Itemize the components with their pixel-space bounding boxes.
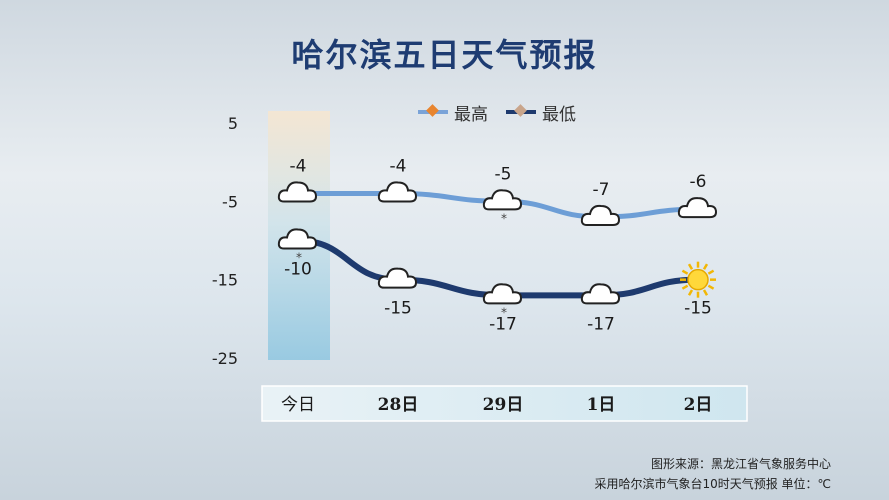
low-temp-point: *-10 [277,228,318,280]
legend-label-high: 最高 [454,104,488,125]
low-temp-point: *-17 [482,283,523,334]
data-label: -7 [593,180,610,200]
data-label: -10 [284,260,312,280]
svg-text:*: * [501,211,507,225]
cloud-icon [580,283,621,305]
data-label: -4 [290,157,307,177]
sun-icon [680,261,716,298]
high-temp-point: -4 [277,157,318,203]
x-tick-label: 1日 [587,395,616,415]
cloud-icon [580,204,621,226]
svg-text:*: * [501,305,507,319]
x-tick-label: 28日 [378,395,419,415]
data-label: -15 [384,299,412,319]
high-temp-point: -7 [580,180,621,226]
legend-label-low: 最低 [542,104,576,125]
cloud-snow-icon: * [482,189,523,225]
legend-item-high: 最高 [418,100,488,125]
cloud-icon [377,181,418,203]
chart-title: 哈尔滨五日天气预报 [291,36,598,74]
y-tick-label: -5 [222,192,238,211]
cloud-icon [377,267,418,289]
data-label: -4 [390,157,407,177]
data-label: -17 [587,314,615,334]
y-tick-label: 5 [228,114,238,133]
low-temp-point: -15 [680,261,716,319]
low-temp-point: -17 [580,283,621,334]
note-text: 采用哈尔滨市气象台10时天气预报 单位：℃ [594,477,831,491]
cloud-snow-icon: * [277,228,318,265]
source-text: 图形来源：黑龙江省气象服务中心 [650,457,831,471]
y-tick-label: -25 [212,349,238,368]
x-tick-label: 2日 [684,395,713,415]
data-label: -5 [495,164,512,184]
x-tick-label: 29日 [483,395,524,415]
legend-swatch-low [506,110,536,114]
data-label: -6 [690,172,707,192]
high-temp-point: -4 [377,157,418,203]
data-label: -15 [684,299,712,319]
legend: 最高 最低 [418,100,594,125]
svg-text:*: * [296,251,302,265]
cloud-snow-icon: * [482,283,523,319]
high-temp-point: -6 [677,172,718,219]
legend-item-low: 最低 [506,100,576,125]
high-temp-point: * -5 [482,164,523,225]
data-label: -17 [489,314,517,334]
legend-swatch-high [418,110,448,114]
low-temp-point: -15 [377,267,418,319]
cloud-icon [277,181,318,203]
x-tick-label: 今日 [281,395,315,415]
y-tick-label: -15 [212,271,238,290]
category-bar [261,385,748,422]
cloud-icon [677,197,718,219]
